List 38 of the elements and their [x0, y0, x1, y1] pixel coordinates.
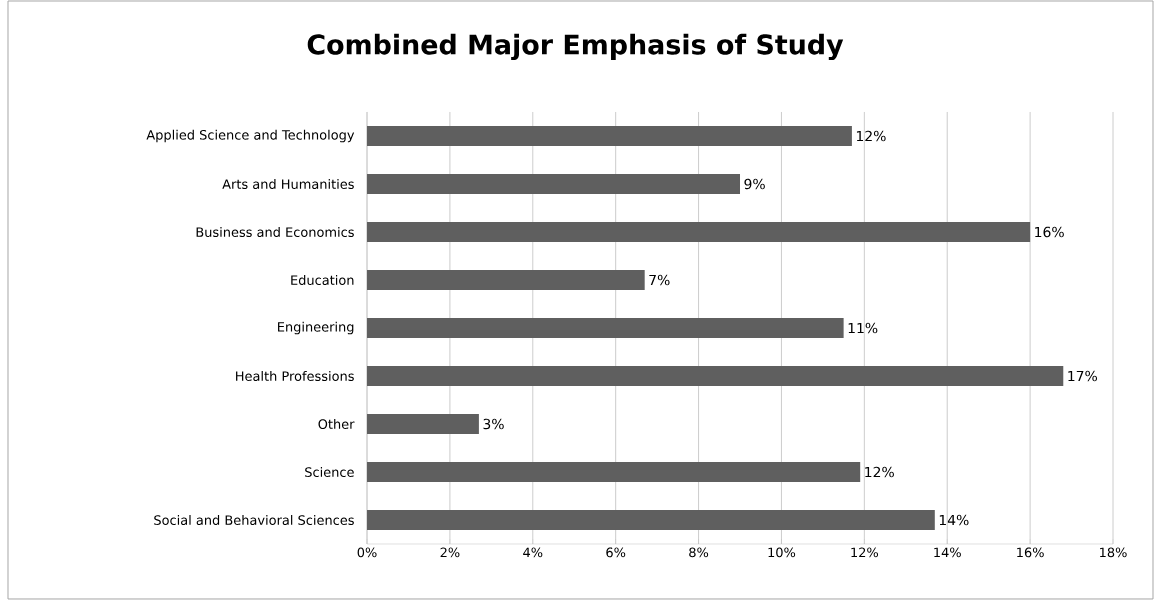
y-tick-label: Applied Science and Technology	[146, 129, 355, 143]
data-label: 17%	[1068, 370, 1098, 382]
bar	[367, 413, 479, 434]
data-label: 3%	[483, 418, 504, 430]
data-label: 12%	[856, 130, 886, 142]
x-tick-label: 0%	[357, 547, 377, 558]
bar	[367, 509, 935, 530]
bar	[367, 221, 1031, 242]
x-tick-label: 2%	[440, 547, 460, 558]
x-tick-label: 12%	[851, 547, 879, 558]
y-tick-label: Business and Economics	[196, 226, 354, 238]
y-tick-label: Social and Behavioral Sciences	[154, 514, 354, 526]
x-tick-label: 14%	[934, 547, 961, 558]
x-tick-label: 10%	[768, 547, 796, 558]
data-label: 14%	[939, 514, 969, 526]
x-tick-label: 18%	[1100, 547, 1127, 558]
bar	[367, 269, 645, 290]
data-label: 11%	[848, 322, 878, 334]
x-tick-label: 4%	[523, 547, 543, 558]
x-tick-label: 8%	[689, 547, 709, 558]
bar	[367, 125, 852, 146]
data-label: 9%	[744, 178, 765, 190]
x-tick-label: 16%	[1017, 547, 1044, 558]
y-tick-label: Arts and Humanities	[222, 178, 354, 190]
data-label: 7%	[649, 274, 670, 286]
bar	[367, 365, 1064, 386]
y-tick-label: Science	[305, 466, 354, 478]
bar	[367, 317, 844, 338]
x-tick-label: 6%	[606, 547, 626, 558]
bar	[367, 461, 861, 482]
data-label: 16%	[1035, 226, 1064, 238]
y-tick-label: Education	[291, 274, 354, 286]
y-tick-label: Engineering	[278, 321, 354, 335]
y-tick-label: Other	[318, 418, 355, 430]
y-tick-label: Health Professions	[236, 370, 354, 382]
bar	[367, 173, 741, 194]
chart-title: Combined Major Emphasis of Study	[307, 33, 844, 61]
data-label: 12%	[865, 466, 894, 478]
